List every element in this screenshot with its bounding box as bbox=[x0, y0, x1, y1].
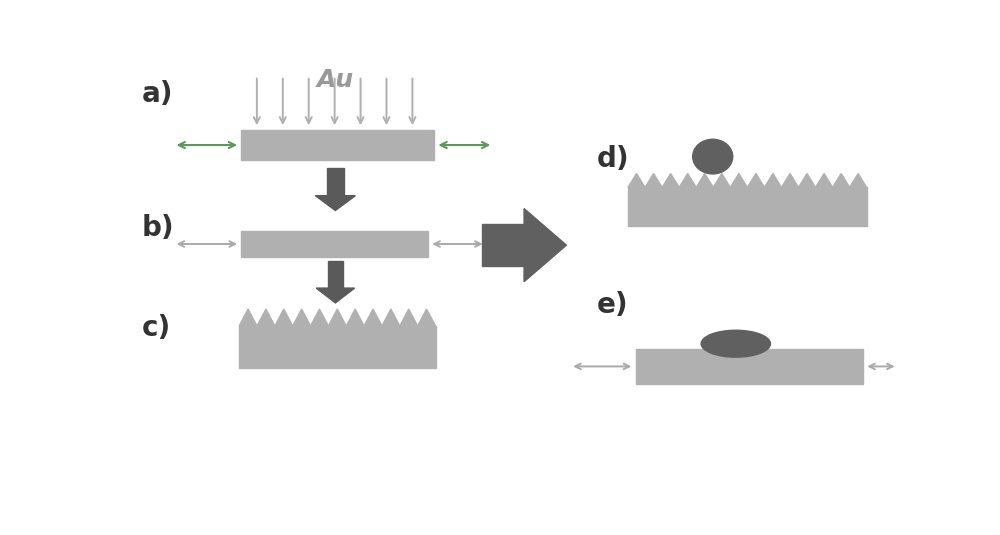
Polygon shape bbox=[315, 196, 355, 210]
Polygon shape bbox=[346, 309, 364, 326]
Text: c): c) bbox=[141, 315, 171, 342]
Polygon shape bbox=[328, 309, 346, 326]
Polygon shape bbox=[275, 309, 293, 326]
Polygon shape bbox=[628, 173, 645, 187]
Bar bbox=[327, 168, 344, 196]
Polygon shape bbox=[781, 173, 798, 187]
Bar bbox=[328, 261, 343, 288]
Polygon shape bbox=[524, 209, 566, 282]
Text: e): e) bbox=[597, 292, 629, 319]
Polygon shape bbox=[713, 173, 730, 187]
Ellipse shape bbox=[701, 330, 770, 357]
Polygon shape bbox=[696, 173, 713, 187]
Polygon shape bbox=[645, 173, 662, 187]
Polygon shape bbox=[293, 309, 311, 326]
Polygon shape bbox=[400, 309, 418, 326]
Text: b): b) bbox=[141, 215, 174, 242]
Text: Au: Au bbox=[317, 68, 354, 92]
Bar bbox=[241, 231, 428, 257]
Bar bbox=[636, 349, 863, 384]
Polygon shape bbox=[257, 309, 275, 326]
Polygon shape bbox=[311, 309, 328, 326]
Polygon shape bbox=[316, 288, 355, 303]
Text: d): d) bbox=[597, 145, 630, 173]
Polygon shape bbox=[798, 173, 816, 187]
Text: a): a) bbox=[141, 80, 173, 108]
Polygon shape bbox=[816, 173, 833, 187]
Polygon shape bbox=[833, 173, 850, 187]
Polygon shape bbox=[730, 173, 747, 187]
Bar bbox=[239, 326, 436, 369]
Polygon shape bbox=[662, 173, 679, 187]
Polygon shape bbox=[747, 173, 764, 187]
Polygon shape bbox=[679, 173, 696, 187]
Polygon shape bbox=[418, 309, 436, 326]
Polygon shape bbox=[764, 173, 781, 187]
Polygon shape bbox=[364, 309, 382, 326]
Polygon shape bbox=[382, 309, 400, 326]
Bar bbox=[241, 129, 434, 160]
Polygon shape bbox=[239, 309, 257, 326]
Polygon shape bbox=[850, 173, 867, 187]
Bar bbox=[482, 224, 524, 266]
Bar bbox=[628, 187, 867, 226]
Ellipse shape bbox=[693, 139, 733, 174]
